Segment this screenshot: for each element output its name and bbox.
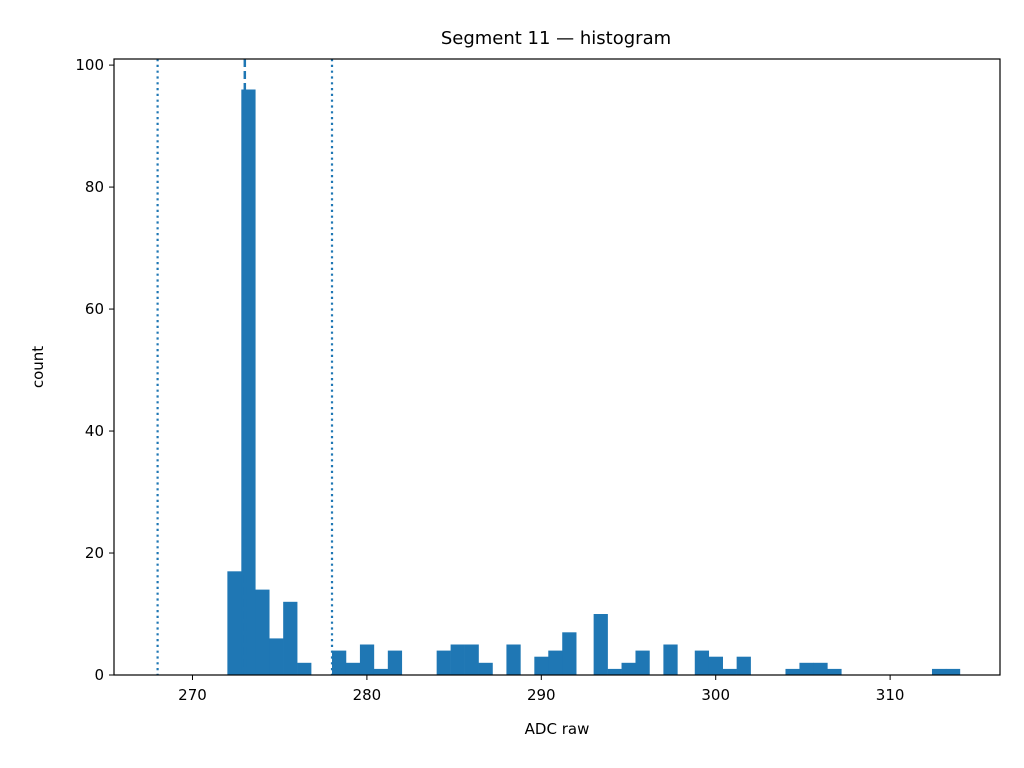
histogram-bar	[478, 662, 493, 675]
chart-title: Segment 11 — histogram	[441, 28, 671, 49]
histogram-bar	[283, 601, 298, 675]
histogram-bars	[227, 89, 961, 675]
y-tick-label: 80	[85, 178, 104, 196]
histogram-bar	[635, 650, 650, 675]
y-tick-label: 0	[94, 666, 104, 684]
histogram-bar	[562, 632, 577, 675]
y-tick-label: 40	[85, 422, 104, 440]
histogram-bar	[345, 662, 361, 675]
histogram-bar	[534, 656, 549, 675]
histogram-bar	[593, 614, 608, 675]
y-tick-label: 20	[85, 544, 104, 562]
histogram-bar	[813, 662, 828, 675]
histogram-bar	[785, 668, 800, 675]
x-axis-ticks: 270 280 290 300 310	[178, 675, 904, 704]
y-axis-label: count	[29, 346, 47, 388]
histogram-bar	[332, 650, 347, 675]
histogram-bar	[621, 662, 636, 675]
histogram-bar	[931, 668, 947, 675]
histogram-bar	[799, 662, 814, 675]
y-axis-ticks: 0 20 40 60 80 100	[75, 56, 114, 684]
histogram-bar	[663, 644, 678, 675]
histogram-bar	[269, 638, 284, 675]
y-tick-label: 100	[75, 56, 104, 74]
histogram-bar	[607, 668, 622, 675]
y-tick-label: 60	[85, 300, 104, 318]
x-tick-label: 270	[178, 686, 207, 704]
x-tick-label: 280	[353, 686, 382, 704]
histogram-bar	[373, 668, 389, 675]
x-axis-label: ADC raw	[525, 720, 590, 738]
histogram-bar	[436, 650, 451, 675]
reference-lines	[156, 59, 334, 675]
plot-frame	[113, 58, 1001, 676]
x-tick-label: 290	[527, 686, 556, 704]
histogram-bar	[506, 644, 521, 675]
histogram-bar	[227, 571, 242, 675]
histogram-bar	[548, 650, 563, 675]
histogram-bar	[722, 668, 737, 675]
histogram-bar	[945, 668, 961, 675]
histogram-bar	[736, 656, 751, 675]
x-tick-label: 310	[876, 686, 905, 704]
histogram-bar	[450, 644, 465, 675]
x-tick-label: 300	[701, 686, 730, 704]
histogram-bar	[708, 656, 723, 675]
histogram-bar	[359, 644, 375, 675]
histogram-bar	[297, 662, 312, 675]
histogram-bar	[255, 589, 270, 675]
histogram-bar	[694, 650, 710, 675]
histogram-bar	[387, 650, 403, 675]
histogram-bar	[464, 644, 479, 675]
histogram-bar	[241, 89, 256, 675]
histogram-bar	[827, 668, 842, 675]
